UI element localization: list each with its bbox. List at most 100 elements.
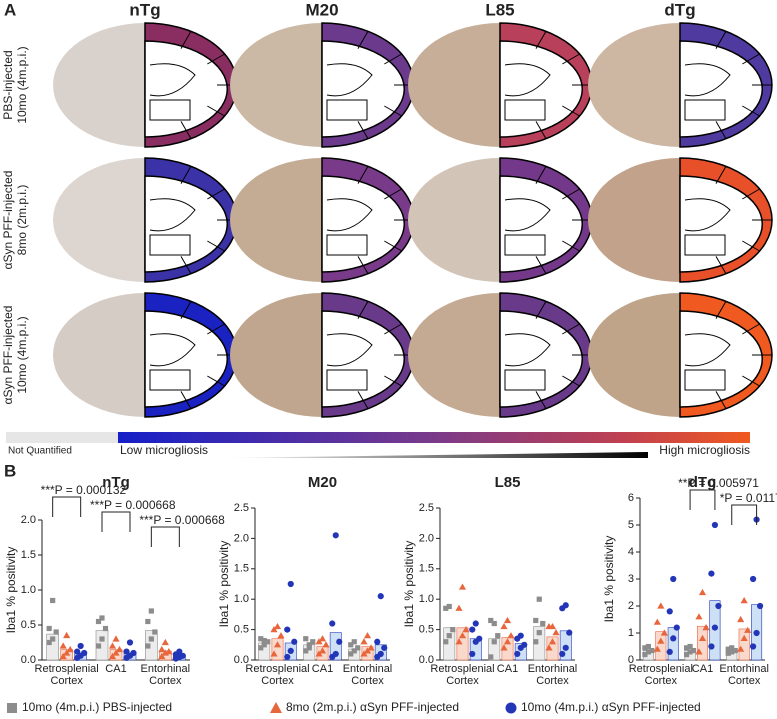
- y-tick-label: 1.0: [234, 593, 249, 605]
- bar: [697, 626, 707, 660]
- row-label-line: PBS-injected: [1, 50, 15, 119]
- row-label-line: αSyn PFF-injected: [1, 171, 15, 270]
- data-point: [81, 650, 87, 656]
- data-point: [488, 654, 493, 659]
- significance-bracket: [151, 527, 179, 547]
- data-point: [447, 633, 452, 638]
- data-point: [670, 635, 676, 641]
- data-point: [559, 651, 565, 657]
- data-point: [455, 605, 462, 611]
- data-point: [112, 635, 119, 641]
- brain-section: [53, 158, 145, 282]
- data-point: [381, 645, 387, 651]
- chart-title: M20: [308, 474, 337, 491]
- significance-label: ***P = 0.000132: [41, 483, 127, 497]
- data-point: [492, 621, 497, 626]
- data-point: [667, 608, 673, 614]
- not-quantified-swatch: [6, 432, 118, 443]
- data-point: [162, 639, 169, 645]
- y-tick-label: 2.0: [21, 514, 36, 526]
- brain-section: [53, 23, 145, 147]
- significance-label: *P = 0.011774: [720, 491, 777, 505]
- data-point: [352, 639, 357, 644]
- y-tick-label: 1.0: [419, 593, 434, 605]
- data-point: [695, 613, 702, 619]
- y-tick-label: 5: [628, 519, 634, 531]
- panel-label: B: [4, 461, 16, 480]
- bar: [656, 632, 666, 660]
- data-point: [284, 654, 290, 660]
- colorbar-label: Not Quantified: [8, 446, 72, 457]
- data-point: [729, 645, 734, 650]
- data-point: [116, 646, 123, 652]
- y-tick-label: 1.5: [21, 549, 36, 561]
- column-title: nTg: [129, 0, 160, 19]
- y-tick-label: 1.0: [21, 584, 36, 596]
- data-point: [646, 644, 651, 649]
- legend-label: 10mo (4m.p.i.) PBS-injected: [22, 700, 172, 714]
- bar: [739, 629, 749, 660]
- brain-section: [230, 23, 322, 147]
- chart-title: L85: [495, 474, 521, 491]
- data-point: [74, 649, 80, 655]
- data-point: [533, 618, 538, 623]
- data-point: [333, 532, 339, 538]
- significance-bracket: [690, 490, 715, 510]
- data-point: [687, 644, 692, 649]
- column-title: dTg: [664, 0, 695, 19]
- y-tick-label: 3: [628, 573, 634, 585]
- brain-section: [408, 23, 500, 147]
- data-point: [450, 627, 455, 632]
- data-point: [708, 571, 714, 577]
- colorbar: [118, 432, 750, 443]
- data-point: [469, 627, 475, 633]
- y-axis-title: Iba1 % positivity: [4, 547, 18, 634]
- data-point: [469, 651, 475, 657]
- data-point: [99, 615, 104, 620]
- colorbar-label: Low microgliosis: [120, 443, 208, 457]
- data-point: [552, 629, 559, 635]
- y-tick-label: 2: [628, 600, 634, 612]
- brain-section: [230, 293, 322, 417]
- y-tick-label: 0.5: [234, 624, 249, 636]
- data-point: [99, 636, 104, 641]
- data-point: [757, 603, 763, 609]
- data-point: [360, 638, 367, 644]
- data-point: [288, 648, 294, 654]
- brain-section: [588, 158, 680, 282]
- data-point: [127, 639, 133, 645]
- y-tick-label: 1: [628, 627, 634, 639]
- data-point: [750, 576, 756, 582]
- data-point: [54, 629, 59, 634]
- y-tick-label: 4: [628, 546, 634, 558]
- data-point: [364, 632, 371, 638]
- row-label-line: αSyn PFF-injected: [1, 306, 15, 405]
- significance-label: ***P = 0.000668: [139, 513, 225, 527]
- data-point: [288, 581, 294, 587]
- y-tick-label: 6: [628, 492, 634, 504]
- data-point: [307, 642, 312, 647]
- data-point: [158, 646, 165, 652]
- data-point: [149, 636, 154, 641]
- data-point: [563, 602, 569, 608]
- y-axis-title-text: Iba1 % positivity: [602, 536, 616, 623]
- data-point: [319, 635, 326, 641]
- data-point: [284, 627, 290, 633]
- data-point: [329, 620, 335, 626]
- data-point: [50, 636, 55, 641]
- significance-bracket: [53, 497, 81, 517]
- row-label-line: 10mo (4m.p.i.): [15, 316, 29, 393]
- data-point: [500, 623, 507, 629]
- y-tick-label: 2.0: [234, 532, 249, 544]
- y-tick-label: 2.5: [234, 502, 249, 514]
- y-tick-label: 1.5: [419, 563, 434, 575]
- brain-section: [53, 293, 145, 417]
- data-point: [176, 649, 182, 655]
- row-label-line: 10mo (4m.p.i.): [15, 46, 29, 123]
- data-point: [47, 626, 52, 631]
- data-point: [67, 646, 74, 652]
- data-point: [563, 645, 569, 651]
- data-point: [274, 623, 281, 629]
- brain-section: [408, 158, 500, 282]
